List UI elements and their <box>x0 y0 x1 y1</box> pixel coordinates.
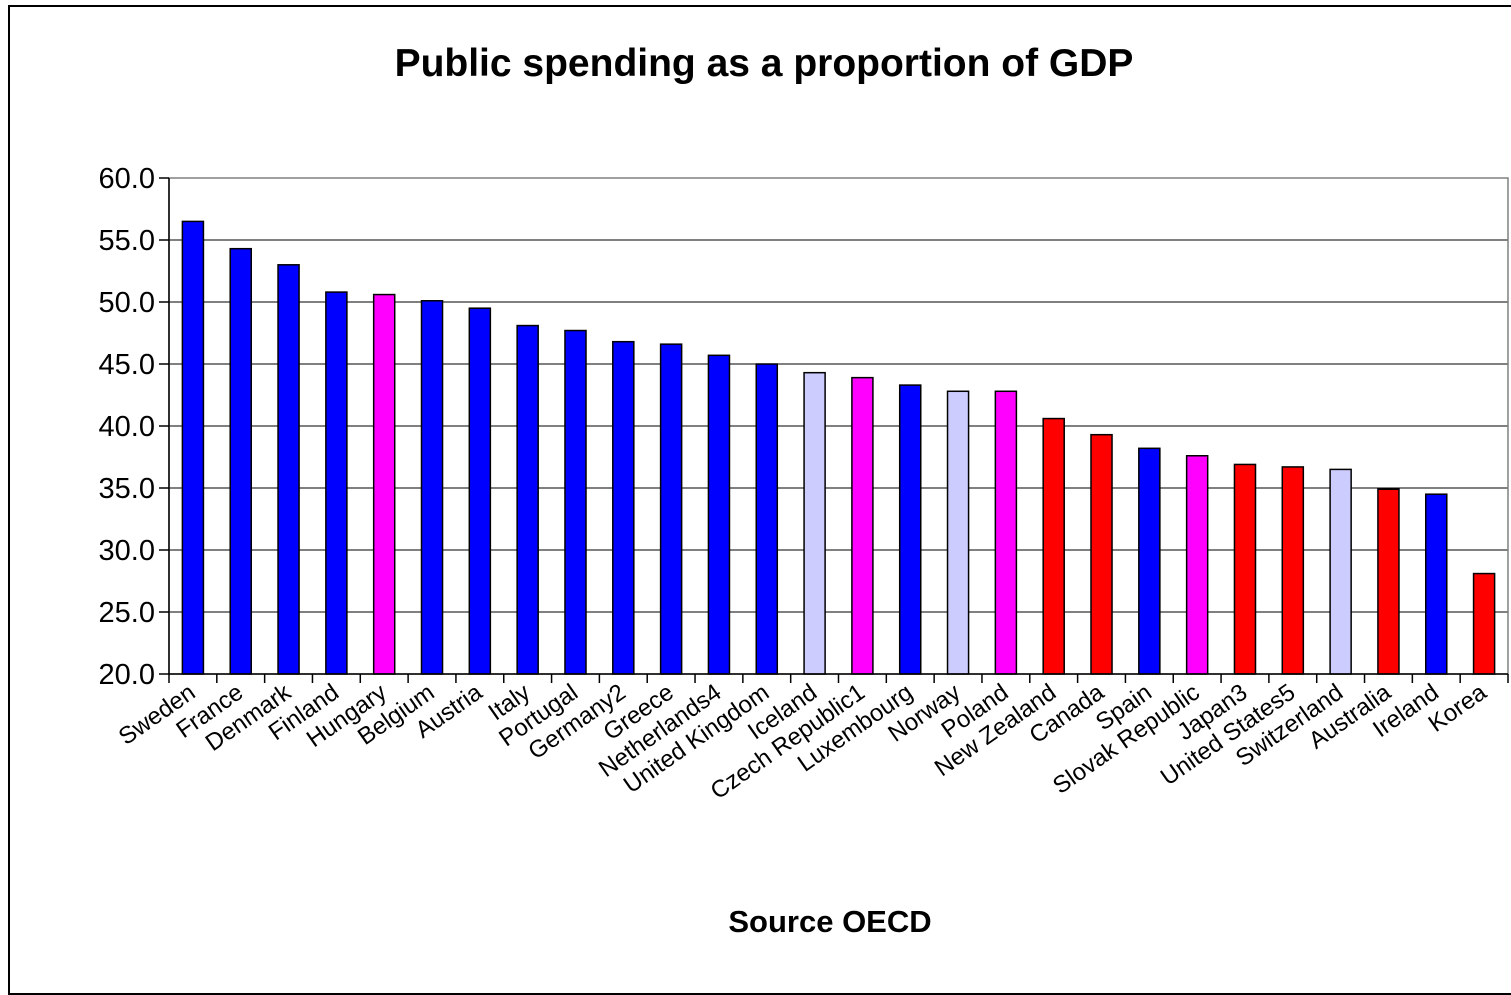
y-tick-label: 55.0 <box>99 225 155 257</box>
bar-united-kingdom <box>755 363 779 675</box>
bar-italy <box>516 324 539 675</box>
y-tick-label: 40.0 <box>99 411 155 443</box>
bar-greece <box>659 343 683 675</box>
bar-denmark <box>277 264 300 675</box>
bar-japan3 <box>1233 463 1257 675</box>
bar-luxembourg <box>898 384 922 675</box>
bar-france <box>229 247 253 675</box>
y-tick-label: 35.0 <box>99 473 155 505</box>
bar-ireland <box>1424 493 1448 675</box>
bar-united-states5 <box>1281 466 1305 675</box>
bar-sweden <box>181 220 205 675</box>
bar-slovak-republic <box>1185 455 1209 675</box>
bars <box>181 220 1496 675</box>
bar-poland <box>994 390 1018 675</box>
y-tick-label: 45.0 <box>99 349 155 381</box>
bar-korea <box>1472 572 1496 675</box>
bar-new-zealand <box>1042 417 1065 675</box>
bar-australia <box>1377 488 1400 675</box>
bar-austria <box>468 307 492 675</box>
bar-norway <box>946 390 970 675</box>
bar-hungary <box>372 293 396 675</box>
bar-iceland <box>803 371 826 675</box>
x-axis-label: Source OECD <box>728 904 931 939</box>
y-tick-label: 25.0 <box>99 597 155 629</box>
bar-belgium <box>420 300 444 675</box>
y-tick-label: 30.0 <box>99 535 155 567</box>
x-axis-ticks <box>168 674 1509 683</box>
bar-netherlands4 <box>707 354 731 675</box>
y-axis-ticks <box>159 177 169 675</box>
chart-title: Public spending as a proportion of GDP <box>395 42 1134 85</box>
gridlines <box>169 239 1508 613</box>
bar-finland <box>325 291 348 675</box>
y-tick-label: 20.0 <box>99 659 155 691</box>
bar-switzerland <box>1329 468 1352 675</box>
y-axis-tick-labels: 20.0 25.0 30.0 35.0 40.0 45.0 50.0 55.0 60.0 <box>99 163 155 691</box>
bar-spain <box>1138 447 1161 675</box>
y-tick-label: 60.0 <box>99 163 155 195</box>
bar-czech-republic1 <box>851 376 874 675</box>
bar-canada <box>1090 433 1113 675</box>
bar-germany2 <box>612 340 635 675</box>
bar-portugal <box>564 329 587 675</box>
x-axis-tick-labels: SwedenFranceDenmarkFinlandHungaryBelgium… <box>114 678 1492 805</box>
y-tick-label: 50.0 <box>99 287 155 319</box>
